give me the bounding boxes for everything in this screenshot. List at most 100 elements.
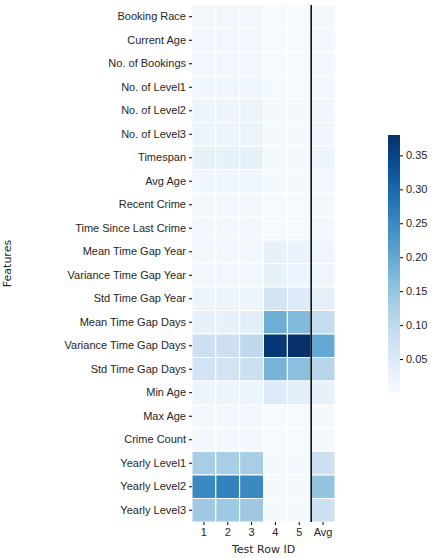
cell xyxy=(287,287,311,311)
cell xyxy=(311,428,335,452)
cell xyxy=(287,52,311,76)
cell xyxy=(287,452,311,476)
cell xyxy=(264,452,288,476)
cell xyxy=(264,334,288,358)
y-tick-mark xyxy=(189,439,192,440)
cell xyxy=(311,5,335,29)
colorbar-tick-label: 0.05 xyxy=(406,353,427,365)
cell xyxy=(240,428,264,452)
y-tick-mark xyxy=(189,110,192,111)
cell xyxy=(264,146,288,170)
y-tick-mark xyxy=(189,181,192,182)
y-tick-label: No. of Level1 xyxy=(121,81,186,93)
x-axis-title: Test Row ID xyxy=(231,543,295,556)
colorbar-tick: 0.20 xyxy=(400,251,427,263)
colorbar-tick-label: 0.20 xyxy=(406,251,427,263)
cell xyxy=(311,452,335,476)
y-tick-label: Booking Race xyxy=(118,10,187,22)
cell xyxy=(264,217,288,241)
cell xyxy=(192,123,216,147)
cell xyxy=(287,475,311,499)
cell xyxy=(240,334,264,358)
cell xyxy=(264,99,288,123)
cell xyxy=(264,428,288,452)
y-tick-mark xyxy=(189,463,192,464)
y-tick-mark xyxy=(189,157,192,158)
y-tick-mark xyxy=(189,369,192,370)
cell xyxy=(264,381,288,405)
y-tick-label: Variance Time Gap Year xyxy=(68,269,187,281)
colorbar-tick-mark xyxy=(400,359,403,360)
cell xyxy=(240,5,264,29)
separator-line xyxy=(310,5,312,522)
cell xyxy=(192,311,216,335)
cell xyxy=(216,99,240,123)
y-tick: No. of Level2 xyxy=(121,104,192,116)
y-tick: No. of Level1 xyxy=(121,81,192,93)
x-tick-label: 5 xyxy=(296,526,302,538)
cell xyxy=(216,29,240,53)
cell xyxy=(216,264,240,288)
cell xyxy=(192,5,216,29)
x-tick-label: 3 xyxy=(249,526,255,538)
cell xyxy=(192,29,216,53)
y-tick: Timespan xyxy=(138,151,192,163)
cell xyxy=(216,499,240,523)
cell xyxy=(311,146,335,170)
cell xyxy=(192,217,216,241)
x-tick-mark xyxy=(227,522,228,525)
y-tick-mark xyxy=(189,416,192,417)
colorbar-tick-mark xyxy=(400,325,403,326)
cell xyxy=(287,264,311,288)
cell xyxy=(311,76,335,100)
y-tick-label: No. of Level2 xyxy=(121,104,186,116)
cell xyxy=(311,29,335,53)
cell xyxy=(311,123,335,147)
colorbar-tick-label: 0.25 xyxy=(406,217,427,229)
y-tick-label: Max Age xyxy=(143,410,186,422)
cell xyxy=(311,475,335,499)
cell xyxy=(216,428,240,452)
cell xyxy=(240,405,264,429)
cell xyxy=(192,287,216,311)
cell xyxy=(240,193,264,217)
colorbar-tick-mark xyxy=(400,189,403,190)
cell xyxy=(287,29,311,53)
y-tick: Crime Count xyxy=(124,433,192,445)
cell xyxy=(287,240,311,264)
cell xyxy=(264,29,288,53)
y-tick-mark xyxy=(189,40,192,41)
x-tick-mark xyxy=(251,522,252,525)
x-tick-label: Avg xyxy=(314,526,333,538)
y-tick-mark xyxy=(189,228,192,229)
y-tick: Std Time Gap Days xyxy=(91,363,192,375)
cell xyxy=(264,499,288,523)
cell xyxy=(311,99,335,123)
cell xyxy=(240,358,264,382)
x-tick-mark xyxy=(299,522,300,525)
cell xyxy=(216,5,240,29)
cell xyxy=(311,170,335,194)
colorbar-axis: 0.050.100.150.200.250.300.35 xyxy=(400,136,427,394)
y-tick-mark xyxy=(189,322,192,323)
cell xyxy=(192,264,216,288)
colorbar-tick-label: 0.15 xyxy=(406,285,427,297)
cell xyxy=(287,405,311,429)
x-tick: 3 xyxy=(249,522,255,538)
cells xyxy=(192,5,335,522)
y-tick-label: No. of Level3 xyxy=(121,128,186,140)
y-tick-label: Recent Crime xyxy=(119,198,186,210)
y-tick-label: Variance Time Gap Days xyxy=(65,339,187,351)
cell xyxy=(240,217,264,241)
y-tick-label: Std Time Gap Year xyxy=(94,292,187,304)
x-axis: 12345Avg xyxy=(201,522,333,538)
cell xyxy=(216,381,240,405)
cell xyxy=(192,170,216,194)
y-tick-label: Yearly Level1 xyxy=(120,457,186,469)
cell xyxy=(216,311,240,335)
y-tick-mark xyxy=(189,63,192,64)
cell xyxy=(287,123,311,147)
x-tick-mark xyxy=(203,522,204,525)
cell xyxy=(240,287,264,311)
y-tick-label: No. of Bookings xyxy=(108,57,186,69)
